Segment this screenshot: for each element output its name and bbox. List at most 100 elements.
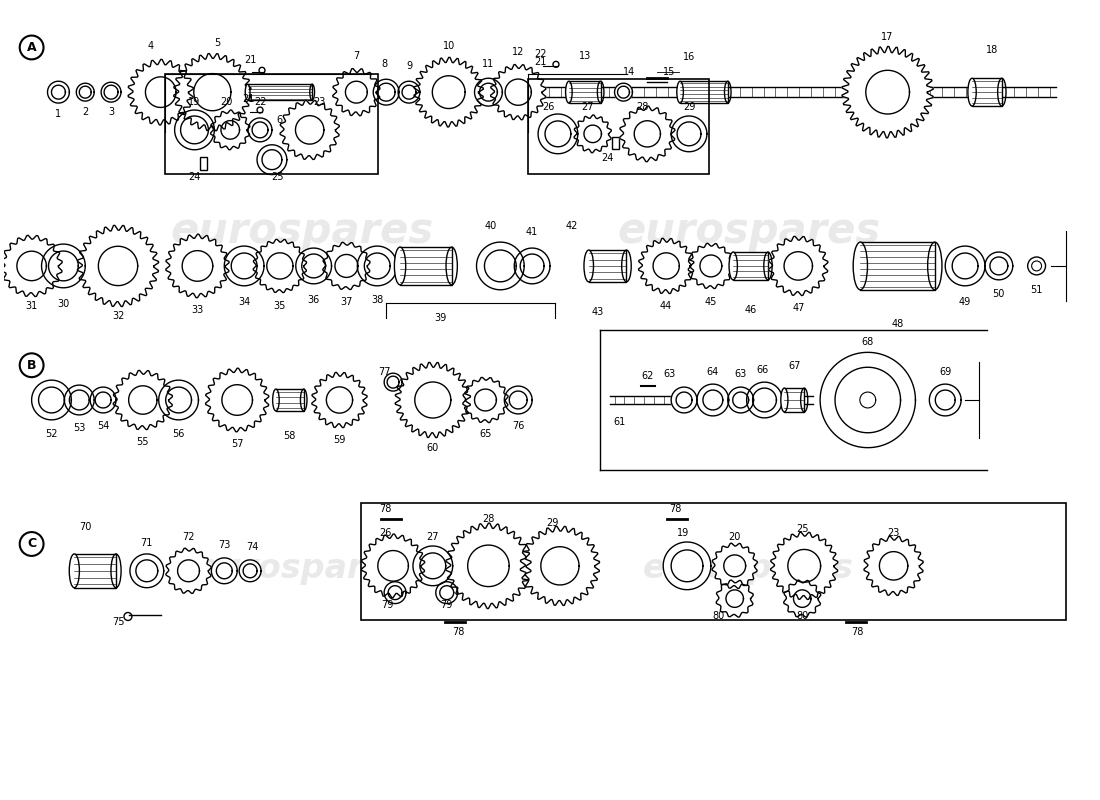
Polygon shape <box>296 248 331 284</box>
Text: 53: 53 <box>73 423 86 433</box>
Polygon shape <box>984 252 1013 280</box>
Polygon shape <box>747 382 782 418</box>
Text: 27: 27 <box>582 102 594 112</box>
Polygon shape <box>930 384 961 416</box>
Polygon shape <box>42 244 86 288</box>
Polygon shape <box>206 368 268 432</box>
Text: 42: 42 <box>565 222 578 231</box>
Text: 77: 77 <box>378 367 390 377</box>
Polygon shape <box>412 546 453 586</box>
Ellipse shape <box>245 84 250 100</box>
Text: 78: 78 <box>851 627 864 638</box>
Text: 35: 35 <box>274 301 286 310</box>
Text: 19: 19 <box>188 97 200 107</box>
Text: 28: 28 <box>636 102 649 112</box>
Polygon shape <box>414 58 483 127</box>
Bar <box>972 78 1002 106</box>
Ellipse shape <box>676 82 683 103</box>
Bar <box>784 388 804 412</box>
Text: 37: 37 <box>340 297 353 306</box>
Text: 46: 46 <box>745 305 757 314</box>
Bar <box>400 247 452 285</box>
Text: 23: 23 <box>888 528 900 538</box>
Polygon shape <box>821 352 915 448</box>
Text: 26: 26 <box>542 102 554 112</box>
Text: 61: 61 <box>614 417 626 427</box>
Polygon shape <box>224 246 264 286</box>
Polygon shape <box>864 536 923 595</box>
Text: 48: 48 <box>891 318 904 329</box>
Text: 11: 11 <box>482 59 495 70</box>
Text: 25: 25 <box>796 524 808 534</box>
Polygon shape <box>76 83 95 101</box>
Polygon shape <box>491 65 546 120</box>
Polygon shape <box>210 110 250 150</box>
Text: 63: 63 <box>663 369 675 379</box>
Text: eurospares: eurospares <box>644 552 854 586</box>
Text: 79: 79 <box>440 599 453 610</box>
Polygon shape <box>249 118 272 142</box>
Text: 66: 66 <box>757 366 769 375</box>
Ellipse shape <box>584 250 594 282</box>
Text: 33: 33 <box>191 305 204 314</box>
Polygon shape <box>32 380 72 420</box>
Text: 49: 49 <box>959 297 971 306</box>
Bar <box>165 74 378 174</box>
Polygon shape <box>90 387 116 413</box>
Polygon shape <box>1 235 63 297</box>
Text: 29: 29 <box>546 518 558 528</box>
Bar <box>248 84 312 100</box>
Polygon shape <box>395 362 471 438</box>
Text: 54: 54 <box>97 421 109 431</box>
Text: 24: 24 <box>188 171 200 182</box>
Text: 63: 63 <box>735 369 747 379</box>
Polygon shape <box>689 243 734 289</box>
Text: 59: 59 <box>333 434 345 445</box>
Bar <box>528 79 708 174</box>
Text: 39: 39 <box>434 313 447 322</box>
Text: 2: 2 <box>82 107 88 117</box>
Polygon shape <box>436 582 458 603</box>
Text: 3: 3 <box>108 107 114 117</box>
Polygon shape <box>101 82 121 102</box>
Polygon shape <box>113 370 173 430</box>
Polygon shape <box>538 114 578 154</box>
Polygon shape <box>358 246 397 286</box>
Bar <box>860 242 935 290</box>
Text: eurospares: eurospares <box>170 210 433 252</box>
Polygon shape <box>945 246 984 286</box>
Text: 6: 6 <box>277 115 283 125</box>
Text: 1: 1 <box>55 109 62 119</box>
Text: 62: 62 <box>641 371 653 381</box>
Text: 41: 41 <box>526 227 538 237</box>
Text: 30: 30 <box>57 298 69 309</box>
Text: 7: 7 <box>353 51 360 62</box>
Text: 13: 13 <box>579 51 591 62</box>
Polygon shape <box>128 59 194 125</box>
Text: eurospares: eurospares <box>196 552 407 586</box>
Polygon shape <box>257 145 287 174</box>
Text: 8: 8 <box>381 59 387 70</box>
Text: 28: 28 <box>482 514 495 524</box>
Bar <box>569 82 601 103</box>
Text: 51: 51 <box>1031 285 1043 294</box>
Polygon shape <box>311 372 367 428</box>
Polygon shape <box>712 543 757 589</box>
Text: 15: 15 <box>663 67 675 78</box>
Text: 32: 32 <box>112 310 124 321</box>
Polygon shape <box>671 116 707 152</box>
Ellipse shape <box>395 247 406 285</box>
Text: 38: 38 <box>371 294 383 305</box>
Text: 29: 29 <box>683 102 695 112</box>
Polygon shape <box>362 534 425 598</box>
Polygon shape <box>384 373 402 391</box>
Polygon shape <box>638 238 694 294</box>
Circle shape <box>1027 257 1045 275</box>
Bar <box>734 252 768 280</box>
Text: C: C <box>28 538 36 550</box>
Text: 22: 22 <box>254 97 266 107</box>
Text: 43: 43 <box>592 306 604 317</box>
Bar <box>75 554 116 588</box>
Text: 21: 21 <box>244 55 256 66</box>
Text: 45: 45 <box>705 297 717 306</box>
